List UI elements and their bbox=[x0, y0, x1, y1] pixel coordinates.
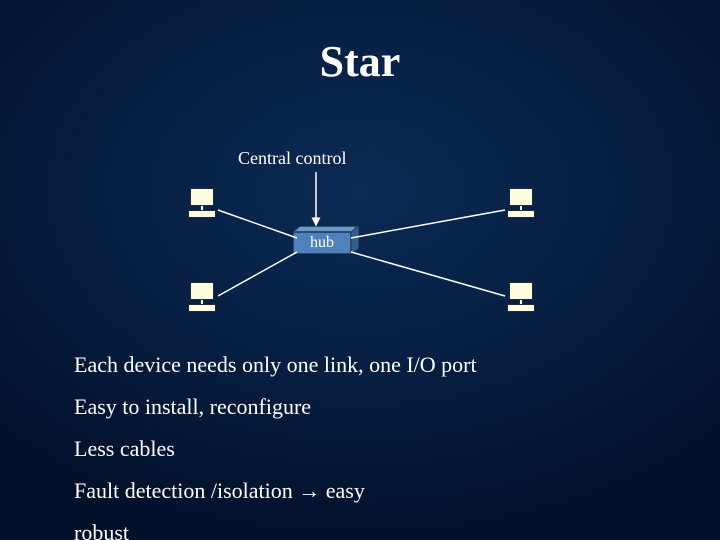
slide: Star Central control hub Each device nee… bbox=[0, 0, 720, 540]
link-bl bbox=[218, 252, 297, 296]
slide-title: Star bbox=[0, 36, 720, 87]
hub-side-face bbox=[351, 226, 359, 254]
device-node-tr bbox=[505, 188, 537, 220]
device-node-tl bbox=[186, 188, 218, 220]
bullet-1: Each device needs only one link, one I/O… bbox=[74, 352, 477, 378]
bullet-5: robust bbox=[74, 520, 129, 540]
device-node-bl bbox=[186, 282, 218, 314]
central-control-label: Central control bbox=[238, 148, 346, 169]
link-tl bbox=[218, 210, 297, 238]
bullet-2: Easy to install, reconfigure bbox=[74, 394, 311, 420]
link-br bbox=[351, 252, 505, 296]
bullet-4: Fault detection /isolation → easy bbox=[74, 478, 365, 504]
hub-node: hub bbox=[293, 232, 351, 254]
device-node-br bbox=[505, 282, 537, 314]
link-tr bbox=[351, 210, 505, 238]
bullet-3: Less cables bbox=[74, 436, 175, 462]
